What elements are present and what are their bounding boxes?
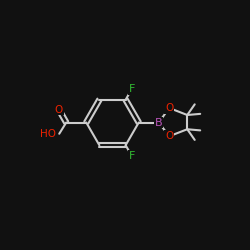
Text: O: O (165, 103, 173, 113)
Text: B: B (155, 118, 162, 128)
Text: O: O (55, 104, 63, 115)
Text: O: O (165, 131, 173, 141)
Text: HO: HO (40, 129, 56, 139)
Text: F: F (129, 84, 135, 94)
Text: F: F (129, 151, 135, 161)
